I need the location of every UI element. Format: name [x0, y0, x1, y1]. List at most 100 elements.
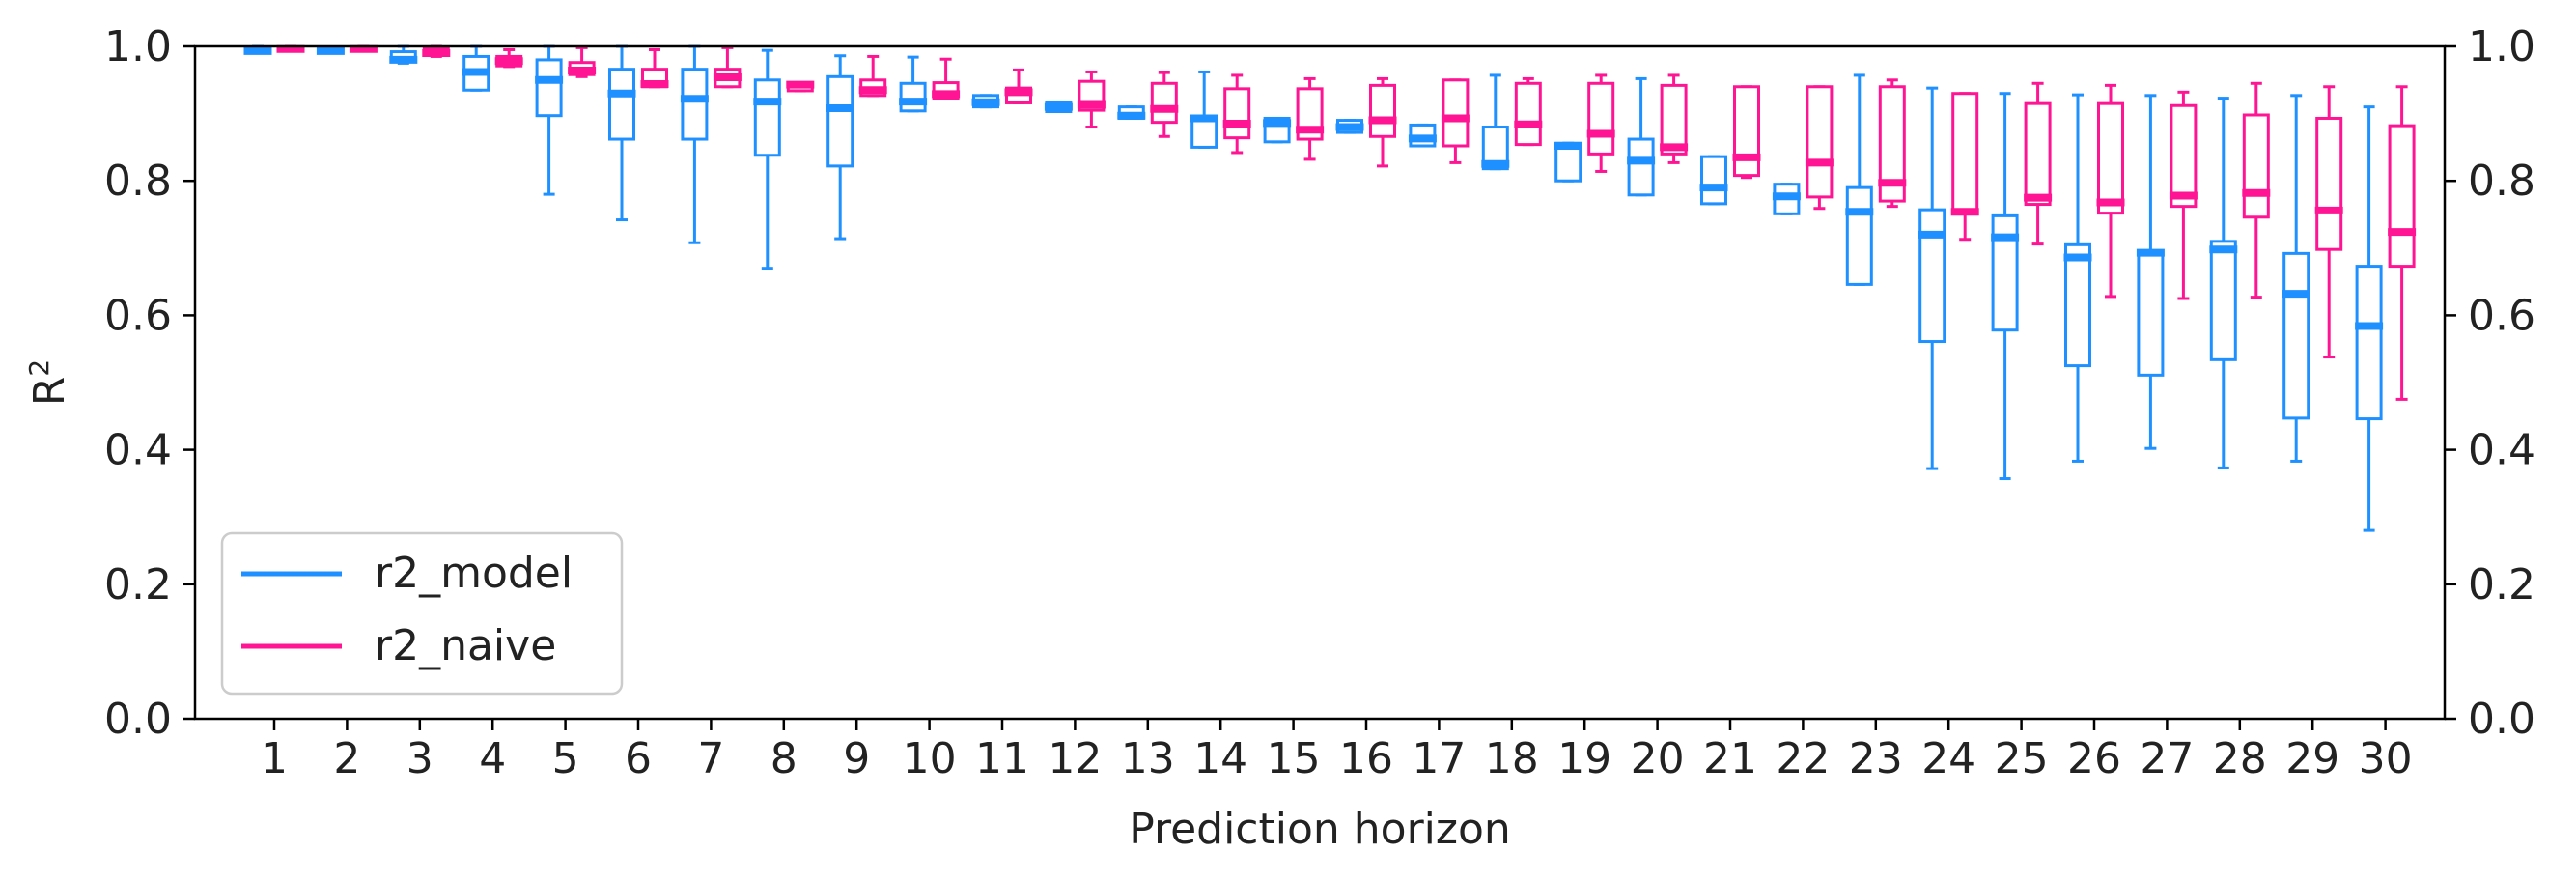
x-tick-label: 16	[1339, 734, 1393, 783]
y-tick-label-right: 1.0	[2468, 22, 2535, 71]
box-iqr	[1223, 87, 1251, 140]
box-r2-naive-26	[2096, 83, 2125, 299]
box-r2-model-14	[1190, 70, 1218, 149]
box-r2-model-15	[1263, 116, 1292, 144]
box-iqr	[2137, 251, 2165, 377]
x-tick-label: 26	[2067, 734, 2121, 783]
y-tick-label-left: 0.0	[104, 695, 172, 744]
box-r2-model-11	[971, 94, 1000, 109]
y-tick-label-right: 0.8	[2468, 156, 2535, 206]
box-iqr	[1190, 116, 1218, 149]
box-r2-model-19	[1554, 141, 1582, 183]
box-r2-naive-15	[1296, 76, 1325, 161]
x-tick-label: 19	[1557, 734, 1611, 783]
box-r2-model-23	[1845, 73, 1874, 286]
box-r2-model-6	[607, 44, 636, 222]
box-r2-model-16	[1335, 119, 1364, 134]
box-iqr	[753, 78, 781, 157]
box-iqr	[2315, 116, 2343, 251]
y-tick-label-right: 0.6	[2468, 291, 2535, 340]
box-r2-model-7	[680, 44, 709, 244]
box-r2-model-4	[462, 44, 490, 92]
x-tick-label: 22	[1776, 734, 1830, 783]
box-iqr	[1150, 81, 1178, 125]
box-r2-naive-3	[422, 44, 451, 58]
box-r2-model-28	[2209, 97, 2238, 469]
box-r2-naive-11	[1004, 68, 1033, 104]
box-iqr	[1587, 81, 1615, 156]
box-iqr	[826, 74, 854, 168]
box-r2-naive-13	[1150, 71, 1179, 138]
box-iqr	[1369, 83, 1396, 138]
y-tick-label-left: 0.4	[104, 426, 172, 475]
x-tick-label: 28	[2213, 734, 2267, 783]
box-iqr	[1514, 81, 1542, 147]
legend: r2_model r2_naive	[220, 531, 624, 696]
x-axis-label: Prediction horizon	[1129, 805, 1511, 854]
y-tick-label-right: 0.4	[2468, 426, 2535, 475]
x-tick-label: 25	[1995, 734, 2049, 783]
box-iqr	[1627, 137, 1655, 197]
box-iqr	[1442, 78, 1470, 148]
box-r2-model-1	[243, 44, 272, 55]
box-iqr	[1918, 208, 1946, 344]
box-r2-model-21	[1699, 155, 1728, 206]
box-iqr	[2097, 101, 2124, 215]
x-tick-label: 8	[770, 734, 798, 783]
x-tick-label: 6	[625, 734, 652, 783]
x-tick-label: 12	[1048, 734, 1102, 783]
box-iqr	[1845, 185, 1873, 286]
box-iqr	[608, 68, 635, 141]
box-r2-naive-28	[2242, 81, 2271, 299]
x-tick-label: 7	[697, 734, 724, 783]
x-tick-label: 17	[1412, 734, 1466, 783]
x-tick-label: 3	[406, 734, 434, 783]
x-tick-label: 14	[1193, 734, 1247, 783]
box-iqr	[2170, 103, 2198, 209]
box-iqr	[1700, 155, 1727, 206]
x-tick-label: 23	[1849, 734, 1903, 783]
y-tick-label-left: 0.6	[104, 291, 172, 340]
box-r2-model-26	[2063, 93, 2092, 463]
box-iqr	[899, 81, 927, 113]
box-r2-naive-25	[2024, 81, 2053, 246]
y-tick-label-left: 0.2	[104, 560, 172, 610]
y-tick-label-left: 1.0	[104, 22, 172, 71]
box-r2-model-20	[1627, 76, 1656, 197]
x-ticks: 1 2 3 4 5 6 7 8 9 10 11 12 13 14 15 16 17 18 19 20 21 22 23 24 2…	[261, 719, 2413, 783]
x-tick-label: 4	[479, 734, 506, 783]
box-iqr	[1806, 85, 1834, 199]
box-iqr	[2388, 124, 2416, 269]
box-r2-model-25	[1991, 92, 2020, 481]
x-tick-label: 20	[1631, 734, 1685, 783]
box-r2-model-24	[1918, 86, 1946, 470]
box-r2-naive-14	[1222, 73, 1251, 155]
box-iqr	[681, 68, 709, 141]
box-iqr	[1660, 83, 1688, 156]
box-r2-model-22	[1772, 183, 1801, 215]
boxes	[243, 44, 2417, 532]
box-r2-naive-19	[1586, 73, 1615, 173]
box-iqr	[2242, 113, 2270, 219]
x-tick-label: 15	[1267, 734, 1321, 783]
box-r2-model-3	[389, 44, 418, 65]
box-iqr	[2209, 240, 2237, 361]
box-r2-naive-5	[568, 45, 597, 78]
box-iqr	[1951, 92, 1979, 213]
box-iqr	[1991, 213, 2019, 332]
box-r2-model-10	[899, 55, 928, 113]
box-r2-naive-27	[2169, 90, 2198, 300]
box-r2-naive-10	[932, 57, 961, 100]
box-r2-naive-24	[1950, 92, 1979, 242]
box-iqr	[2024, 101, 2052, 207]
x-tick-label: 24	[1921, 734, 1975, 783]
x-tick-label: 9	[843, 734, 870, 783]
box-r2-model-30	[2355, 105, 2384, 532]
box-r2-naive-18	[1514, 76, 1543, 147]
box-r2-naive-4	[494, 47, 523, 69]
box-r2-naive-8	[786, 80, 815, 93]
y-axis-label: R2	[23, 359, 74, 406]
box-r2-naive-12	[1077, 70, 1106, 129]
box-r2-model-29	[2282, 94, 2310, 463]
x-tick-label: 30	[2359, 734, 2413, 783]
